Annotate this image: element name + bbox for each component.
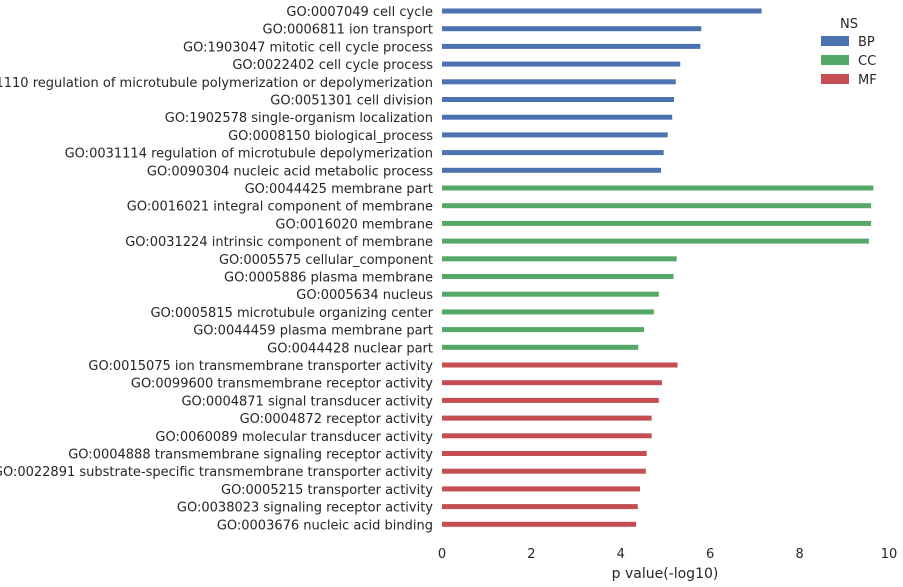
bar-bp-6 xyxy=(442,97,674,102)
bar-bp-5 xyxy=(442,79,676,85)
category-label: GO:0007049 cell cycle xyxy=(286,5,433,20)
bar-cc-13 xyxy=(442,220,872,226)
category-label: GO:0031224 intrinsic component of membra… xyxy=(125,235,433,250)
bar-bp-8 xyxy=(442,132,668,138)
category-label: GO:0090304 nucleic acid metabolic proces… xyxy=(147,164,433,179)
category-label: GO:0006811 ion transport xyxy=(263,23,434,38)
category-label: GO:0004872 receptor activity xyxy=(240,412,434,427)
category-label: GO:0044425 membrane part xyxy=(245,182,433,197)
bar-mf-21 xyxy=(442,362,678,368)
bar-mf-26 xyxy=(442,451,647,456)
category-label: GO:0099600 transmembrane receptor activi… xyxy=(131,377,433,392)
bar-cc-11 xyxy=(442,185,874,191)
bar-bp-1 xyxy=(442,8,762,14)
category-label: GO:0038023 signaling receptor activity xyxy=(177,501,433,516)
bar-mf-30 xyxy=(442,521,636,527)
bar-mf-23 xyxy=(442,397,659,403)
bar-cc-17 xyxy=(442,291,659,297)
legend-label-cc: CC xyxy=(858,54,876,69)
legend-entries: BP CC MF xyxy=(821,35,877,88)
legend-swatch-mf xyxy=(821,74,849,84)
category-label: GO:0005575 cellular_component xyxy=(219,253,433,268)
bar-cc-14 xyxy=(442,238,869,244)
category-label: GO:0015075 ion transmembrane transporter… xyxy=(88,359,433,374)
category-label: GO:0060089 molecular transducer activity xyxy=(155,430,433,445)
category-label: GO:0031114 regulation of microtubule dep… xyxy=(65,147,433,162)
legend-label-mf: MF xyxy=(858,73,877,88)
bar-cc-15 xyxy=(442,256,677,262)
x-tick-label: 0 xyxy=(438,547,446,562)
bar-bp-9 xyxy=(442,150,664,156)
bar-mf-25 xyxy=(442,433,652,439)
bar-cc-12 xyxy=(442,203,872,209)
category-label: GO:1903047 mitotic cell cycle process xyxy=(183,40,433,55)
bar-bp-3 xyxy=(442,43,701,49)
bar-cc-20 xyxy=(442,344,639,350)
x-tick-labels: 0 2 4 6 8 10 xyxy=(438,547,897,562)
x-axis-label: p value(-log10) xyxy=(612,566,719,582)
category-label: GO:1902578 single-organism localization xyxy=(165,111,433,126)
category-label: GO:0008150 biological_process xyxy=(228,129,433,144)
legend-label-bp: BP xyxy=(858,35,875,50)
bar-mf-28 xyxy=(442,486,641,492)
category-label: GO:0005215 transporter activity xyxy=(221,483,433,498)
category-label: GO:0044428 nuclear part xyxy=(267,341,433,356)
bar-cc-18 xyxy=(442,309,654,315)
legend-swatch-bp xyxy=(821,36,849,46)
category-label: GO:0044459 plasma membrane part xyxy=(193,324,433,339)
category-label: GO:0004888 transmembrane signaling recep… xyxy=(68,448,433,463)
x-tick-label: 8 xyxy=(795,547,803,562)
category-label: GO:0022891 substrate-specific transmembr… xyxy=(0,465,433,480)
category-label: GO:0004871 signal transducer activity xyxy=(181,394,433,409)
bar-bp-10 xyxy=(442,167,662,173)
bar-cc-19 xyxy=(442,327,645,333)
category-label: GO:0051301 cell division xyxy=(270,94,433,109)
x-tick-label: 10 xyxy=(881,547,898,562)
bar-mf-22 xyxy=(442,380,662,386)
category-labels: GO:0007049 cell cycle GO:0006811 ion tran… xyxy=(0,5,434,533)
bar-group xyxy=(442,8,874,527)
bar-mf-29 xyxy=(442,504,638,510)
category-label: GO:0005886 plasma membrane xyxy=(224,271,433,286)
category-label: GO:0005634 nucleus xyxy=(296,288,433,303)
category-label: GO:0016021 integral component of membran… xyxy=(127,200,433,215)
legend: NS BP CC MF xyxy=(821,17,877,88)
legend-title: NS xyxy=(840,17,858,32)
bar-mf-27 xyxy=(442,468,646,474)
bar-bp-7 xyxy=(442,114,673,120)
bar-bp-2 xyxy=(442,26,702,32)
legend-swatch-cc xyxy=(821,55,849,65)
x-tick-label: 2 xyxy=(527,547,535,562)
x-tick-label: 6 xyxy=(706,547,714,562)
category-label: GO:0022402 cell cycle process xyxy=(232,58,433,73)
category-label: GO:0003676 nucleic acid binding xyxy=(217,518,433,533)
x-tick-label: 4 xyxy=(617,547,625,562)
category-label: GO:0031110 regulation of microtubule pol… xyxy=(0,76,433,91)
bar-bp-4 xyxy=(442,61,681,67)
bar-cc-16 xyxy=(442,274,674,279)
category-label: GO:0016020 membrane xyxy=(275,217,433,232)
category-label: GO:0005815 microtubule organizing center xyxy=(150,306,433,321)
bar-mf-24 xyxy=(442,415,652,421)
